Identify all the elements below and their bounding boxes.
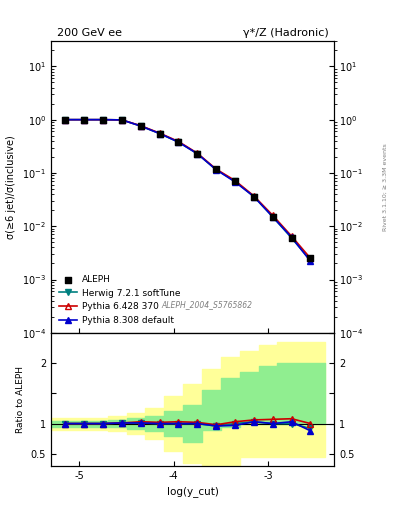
ALEPH bbox=[100, 116, 106, 124]
Herwig 7.2.1 softTune bbox=[289, 235, 294, 241]
ALEPH bbox=[307, 254, 314, 263]
ALEPH bbox=[194, 150, 200, 158]
Pythia 6.428 370 bbox=[63, 117, 68, 123]
ALEPH bbox=[270, 213, 276, 221]
Pythia 8.308 default bbox=[289, 234, 294, 240]
Herwig 7.2.1 softTune bbox=[252, 194, 256, 200]
Pythia 6.428 370 bbox=[270, 212, 275, 219]
Pythia 8.308 default bbox=[308, 258, 313, 264]
ALEPH bbox=[62, 116, 68, 124]
Pythia 8.308 default bbox=[82, 117, 86, 123]
Pythia 8.308 default bbox=[138, 123, 143, 129]
Y-axis label: Ratio to ALEPH: Ratio to ALEPH bbox=[16, 366, 25, 433]
Pythia 8.308 default bbox=[119, 117, 124, 123]
ALEPH bbox=[213, 165, 219, 173]
Herwig 7.2.1 softTune bbox=[63, 117, 68, 123]
Herwig 7.2.1 softTune bbox=[157, 131, 162, 137]
Pythia 8.308 default bbox=[157, 131, 162, 137]
Pythia 6.428 370 bbox=[82, 117, 86, 123]
Pythia 8.308 default bbox=[176, 139, 181, 145]
X-axis label: log(y_cut): log(y_cut) bbox=[167, 486, 219, 497]
Pythia 6.428 370 bbox=[101, 117, 105, 123]
ALEPH bbox=[175, 138, 182, 146]
Herwig 7.2.1 softTune bbox=[176, 139, 181, 145]
Herwig 7.2.1 softTune bbox=[270, 214, 275, 220]
Herwig 7.2.1 softTune bbox=[233, 178, 237, 184]
Line: Herwig 7.2.1 softTune: Herwig 7.2.1 softTune bbox=[62, 117, 313, 263]
Herwig 7.2.1 softTune bbox=[138, 123, 143, 129]
Pythia 8.308 default bbox=[195, 151, 200, 157]
Pythia 6.428 370 bbox=[233, 178, 237, 184]
Pythia 8.308 default bbox=[214, 166, 219, 173]
Pythia 6.428 370 bbox=[138, 123, 143, 129]
Line: Pythia 8.308 default: Pythia 8.308 default bbox=[62, 117, 313, 264]
Text: γ*/Z (Hadronic): γ*/Z (Hadronic) bbox=[242, 28, 329, 38]
ALEPH bbox=[251, 193, 257, 201]
Text: Rivet 3.1.10; ≥ 3.3M events: Rivet 3.1.10; ≥ 3.3M events bbox=[382, 143, 387, 231]
Pythia 8.308 default bbox=[63, 117, 68, 123]
Herwig 7.2.1 softTune bbox=[308, 257, 313, 263]
Herwig 7.2.1 softTune bbox=[101, 117, 105, 123]
Y-axis label: σ(≥6 jet)/σ(inclusive): σ(≥6 jet)/σ(inclusive) bbox=[6, 135, 17, 239]
Text: ALEPH_2004_S5765862: ALEPH_2004_S5765862 bbox=[161, 301, 252, 309]
Herwig 7.2.1 softTune bbox=[214, 166, 219, 173]
Pythia 6.428 370 bbox=[214, 166, 219, 172]
ALEPH bbox=[232, 177, 238, 185]
Pythia 6.428 370 bbox=[119, 117, 124, 123]
Pythia 6.428 370 bbox=[289, 233, 294, 239]
ALEPH bbox=[81, 116, 87, 124]
Text: 200 GeV ee: 200 GeV ee bbox=[57, 28, 122, 38]
Herwig 7.2.1 softTune bbox=[119, 117, 124, 123]
ALEPH bbox=[138, 122, 144, 131]
Pythia 6.428 370 bbox=[157, 130, 162, 136]
Pythia 6.428 370 bbox=[195, 150, 200, 156]
Herwig 7.2.1 softTune bbox=[82, 117, 86, 123]
Pythia 8.308 default bbox=[233, 179, 237, 185]
Pythia 8.308 default bbox=[101, 117, 105, 123]
Line: Pythia 6.428 370: Pythia 6.428 370 bbox=[62, 117, 313, 261]
ALEPH bbox=[156, 130, 163, 138]
Pythia 8.308 default bbox=[252, 194, 256, 200]
Herwig 7.2.1 softTune bbox=[195, 151, 200, 157]
Pythia 6.428 370 bbox=[176, 138, 181, 144]
Pythia 6.428 370 bbox=[308, 255, 313, 262]
ALEPH bbox=[119, 116, 125, 124]
Pythia 8.308 default bbox=[270, 214, 275, 220]
Legend: ALEPH, Herwig 7.2.1 softTune, Pythia 6.428 370, Pythia 8.308 default: ALEPH, Herwig 7.2.1 softTune, Pythia 6.4… bbox=[55, 271, 184, 328]
ALEPH bbox=[288, 234, 295, 242]
Pythia 6.428 370 bbox=[252, 193, 256, 199]
